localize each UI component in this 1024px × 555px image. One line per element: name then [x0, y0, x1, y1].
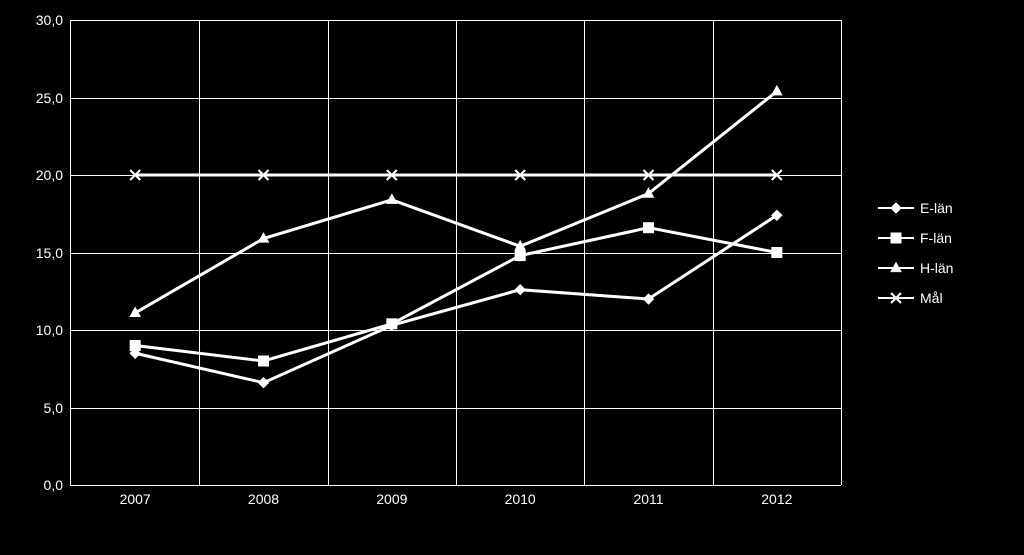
marker-H-län: [644, 188, 654, 197]
xtick-label: 2007: [120, 485, 151, 507]
plot-area: 0,05,010,015,020,025,030,020072008200920…: [70, 20, 841, 486]
legend-item-Mål: Mål: [878, 290, 953, 306]
gridline-vertical: [199, 20, 200, 485]
legend-label: F-län: [920, 230, 952, 246]
ytick-label: 15,0: [36, 245, 71, 261]
marker-E-län: [515, 285, 525, 295]
marker-E-län: [259, 378, 269, 388]
x-icon: [888, 290, 904, 306]
xtick-label: 2012: [761, 485, 792, 507]
marker-H-län: [772, 86, 782, 95]
marker-E-län: [644, 294, 654, 304]
triangle-icon: [888, 260, 904, 276]
marker-F-län: [259, 356, 269, 366]
marker-E-län: [772, 210, 782, 220]
diamond-icon: [888, 200, 904, 216]
marker-H-län: [387, 194, 397, 203]
square-icon: [888, 230, 904, 246]
legend-item-H-län: H-län: [878, 260, 953, 276]
legend-item-E-län: E-län: [878, 200, 953, 216]
marker-F-län: [644, 223, 654, 233]
legend-swatch: [878, 290, 914, 306]
gridline-vertical: [328, 20, 329, 485]
gridline-vertical: [456, 20, 457, 485]
legend-label: E-län: [920, 200, 953, 216]
ytick-label: 25,0: [36, 90, 71, 106]
xtick-label: 2008: [248, 485, 279, 507]
legend-label: Mål: [920, 290, 943, 306]
gridline-vertical: [584, 20, 585, 485]
xtick-label: 2011: [633, 485, 663, 507]
line-chart: 0,0 5,0 10,0 15,0 20,0 25,0 30,0 2007 2008 2009 20…: [0, 0, 1024, 555]
marker-F-län: [130, 341, 140, 351]
xtick-label: 2009: [376, 485, 407, 507]
legend-swatch: [878, 260, 914, 276]
legend-item-F-län: F-län: [878, 230, 953, 246]
ytick-label: 5,0: [44, 400, 71, 416]
legend-swatch: [878, 230, 914, 246]
ytick-label: 30,0: [36, 12, 71, 28]
gridline-vertical: [713, 20, 714, 485]
ytick-label: 0,0: [44, 477, 71, 493]
marker-F-län: [387, 319, 397, 329]
marker-H-län: [515, 241, 525, 250]
marker-H-län: [259, 233, 269, 242]
legend-label: H-län: [920, 260, 953, 276]
legend: E-län F-län H-län Mål: [878, 200, 953, 306]
xtick-label: 2010: [505, 485, 536, 507]
gridline-vertical: [841, 20, 842, 485]
legend-swatch: [878, 200, 914, 216]
marker-H-län: [130, 308, 140, 317]
ytick-label: 20,0: [36, 167, 71, 183]
ytick-label: 10,0: [36, 322, 71, 338]
